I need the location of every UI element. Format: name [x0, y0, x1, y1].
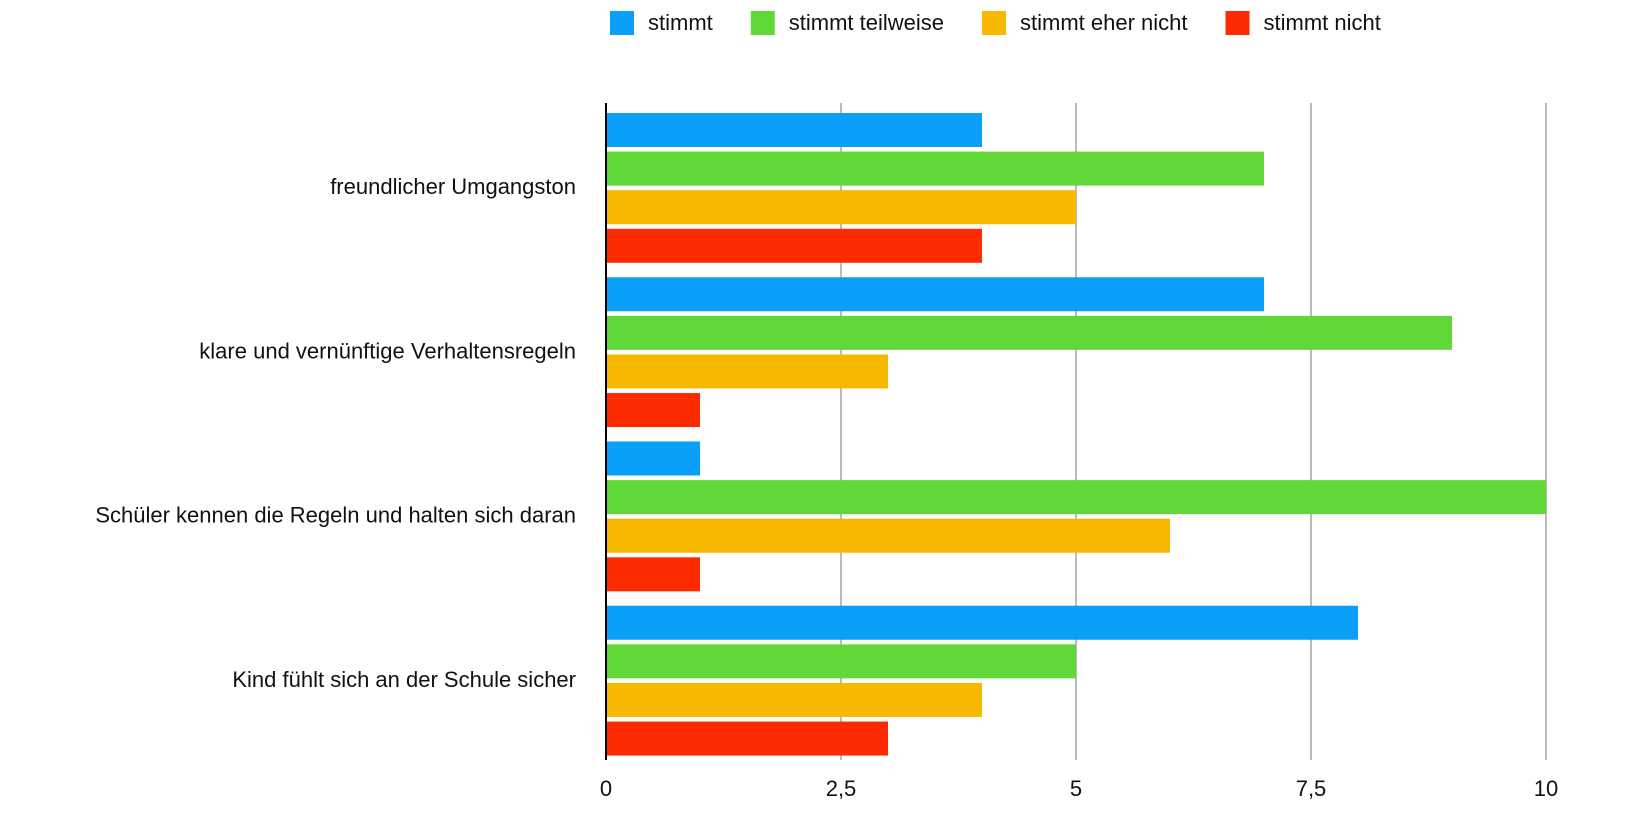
bar [606, 277, 1264, 312]
bar [606, 315, 1452, 350]
legend-label: stimmt nicht [1264, 10, 1381, 35]
bar [606, 557, 700, 592]
legend-swatch [610, 11, 634, 35]
bar [606, 151, 1264, 186]
bar [606, 605, 1358, 640]
x-tick-label: 5 [1070, 776, 1082, 801]
x-tick-label: 0 [600, 776, 612, 801]
bar [606, 518, 1170, 553]
legend-swatch [982, 11, 1007, 35]
bar [606, 354, 888, 389]
bar [606, 393, 700, 428]
bar [606, 228, 982, 263]
legend-label: stimmt teilweise [789, 10, 944, 35]
legend-label: stimmt [648, 10, 713, 35]
bar [606, 190, 1076, 225]
y-tick-label: klare und vernünftige Verhaltensregeln [199, 338, 576, 363]
bar [606, 480, 1546, 515]
bar [606, 441, 700, 476]
x-tick-label: 7,5 [1296, 776, 1327, 801]
y-tick-label: Kind fühlt sich an der Schule sicher [232, 667, 576, 692]
legend-label: stimmt eher nicht [1020, 10, 1188, 35]
x-tick-label: 10 [1534, 776, 1558, 801]
y-tick-label: freundlicher Umgangston [330, 174, 576, 199]
bar [606, 721, 888, 756]
y-tick-label: Schüler kennen die Regeln und halten sic… [95, 503, 576, 528]
bar [606, 682, 982, 717]
bar [606, 644, 1076, 679]
legend-swatch [750, 11, 775, 35]
legend-swatch [1225, 11, 1250, 35]
bar [606, 113, 982, 147]
x-tick-label: 2,5 [826, 776, 857, 801]
